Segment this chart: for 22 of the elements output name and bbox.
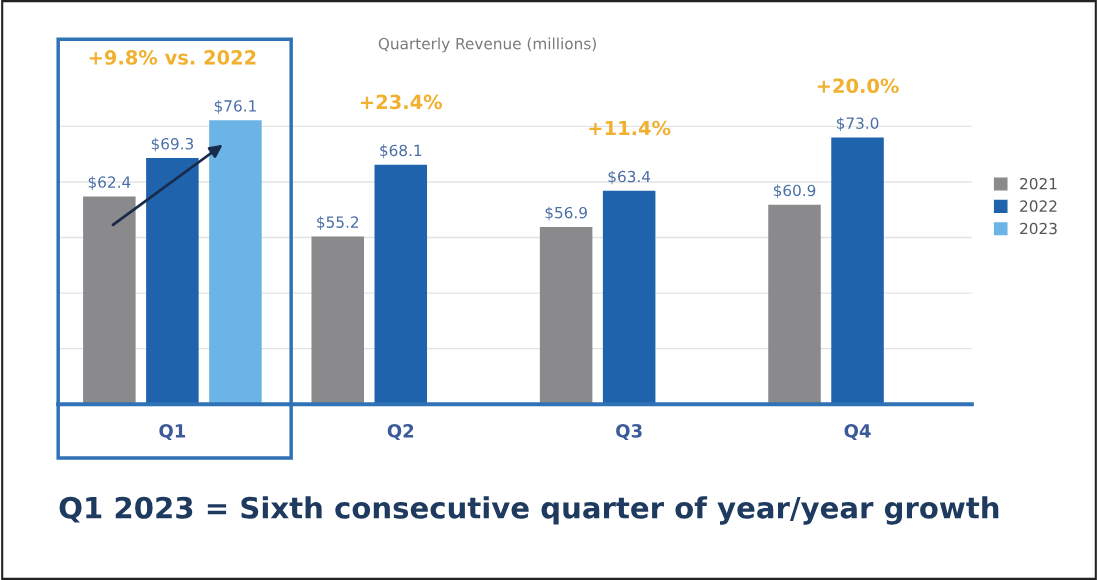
legend-label: 2023 xyxy=(1020,222,1057,235)
annotation: Q1 2023 = Sixth consecutive quarter of year/year growth xyxy=(59,496,999,525)
data-label: $73.0 xyxy=(836,117,879,131)
x-tick-label: Q4 xyxy=(844,424,871,441)
data-label: $68.1 xyxy=(380,144,422,159)
chart-title: Quarterly Revenue (millions) xyxy=(378,37,596,53)
x-tick-label: Q2 xyxy=(387,424,414,441)
x-tick-label: Q1 xyxy=(159,424,186,441)
text: +20.0% xyxy=(817,78,899,94)
x-tick-label: Q3 xyxy=(616,424,642,441)
data-label: $60.9 xyxy=(773,184,816,199)
text: +9.8% vs. 2022 xyxy=(89,50,256,65)
legend-label: 2021 xyxy=(1020,177,1057,190)
data-label: $63.4 xyxy=(608,170,651,185)
data-label: $69.3 xyxy=(151,137,194,152)
text: +23.4% xyxy=(360,94,443,110)
legend-label: 2022 xyxy=(1020,200,1057,212)
annotation: +11.4% xyxy=(589,120,671,136)
data-label: $55.2 xyxy=(317,216,359,230)
data-label: $56.9 xyxy=(545,206,587,221)
data-label: $62.4 xyxy=(88,176,131,190)
data-label: $76.1 xyxy=(214,99,256,114)
